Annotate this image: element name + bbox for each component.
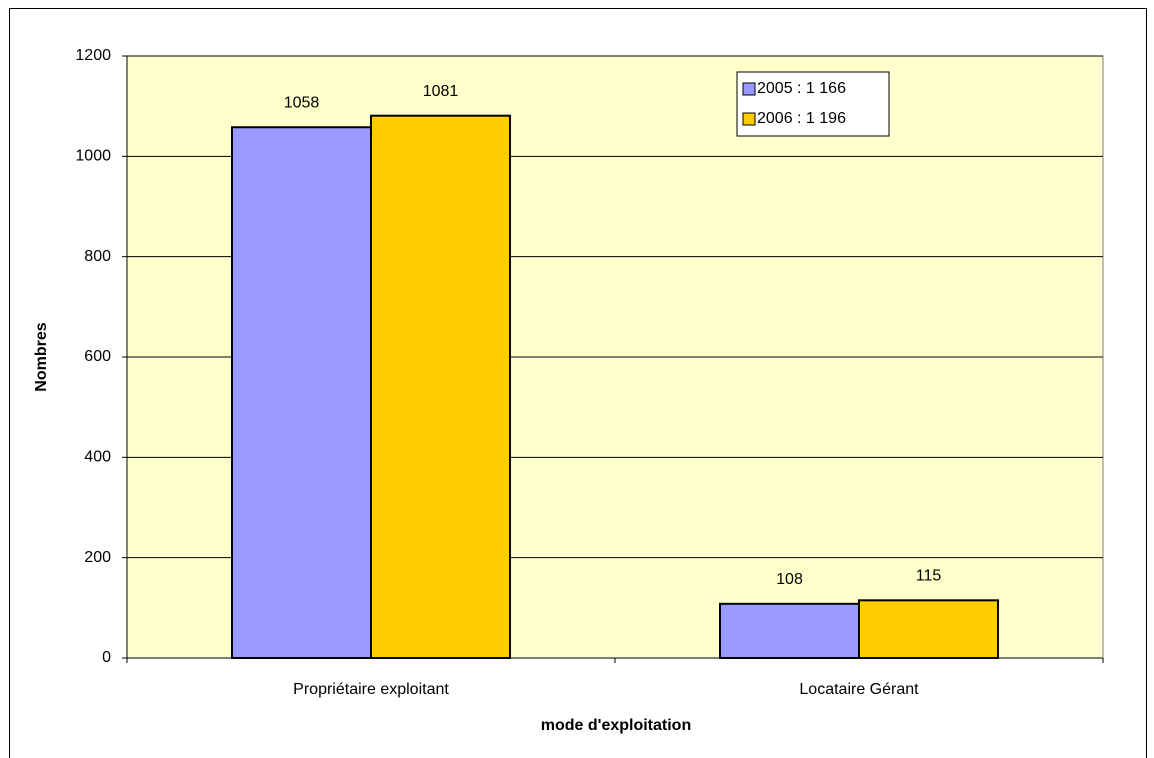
y-tick-label: 200 bbox=[84, 549, 111, 566]
bar bbox=[370, 114, 511, 660]
bar bbox=[858, 599, 999, 660]
y-tick-label: 800 bbox=[84, 248, 111, 265]
y-axis-title: Nombres bbox=[33, 322, 50, 391]
legend-box bbox=[736, 71, 890, 137]
data-label: 1058 bbox=[284, 94, 320, 111]
legend-label: 2005 : 1 166 bbox=[757, 80, 846, 97]
bar bbox=[231, 126, 372, 659]
chart-frame bbox=[9, 8, 1147, 758]
x-tick-label: Locataire Gérant bbox=[799, 681, 919, 698]
y-tick-label: 0 bbox=[102, 649, 111, 666]
legend-swatch bbox=[742, 82, 756, 96]
y-tick-label: 1000 bbox=[75, 148, 111, 165]
data-label: 108 bbox=[776, 571, 803, 588]
legend-swatch bbox=[742, 112, 756, 126]
bar bbox=[719, 602, 860, 660]
y-tick-label: 1200 bbox=[75, 47, 111, 64]
data-label: 1081 bbox=[423, 83, 459, 100]
y-tick-label: 600 bbox=[84, 348, 111, 365]
data-label: 115 bbox=[916, 568, 942, 585]
legend-label: 2006 : 1 196 bbox=[757, 110, 846, 127]
x-tick-label: Propriétaire exploitant bbox=[293, 681, 449, 698]
y-tick-label: 400 bbox=[84, 449, 111, 466]
x-axis-title: mode d'exploitation bbox=[541, 717, 691, 734]
